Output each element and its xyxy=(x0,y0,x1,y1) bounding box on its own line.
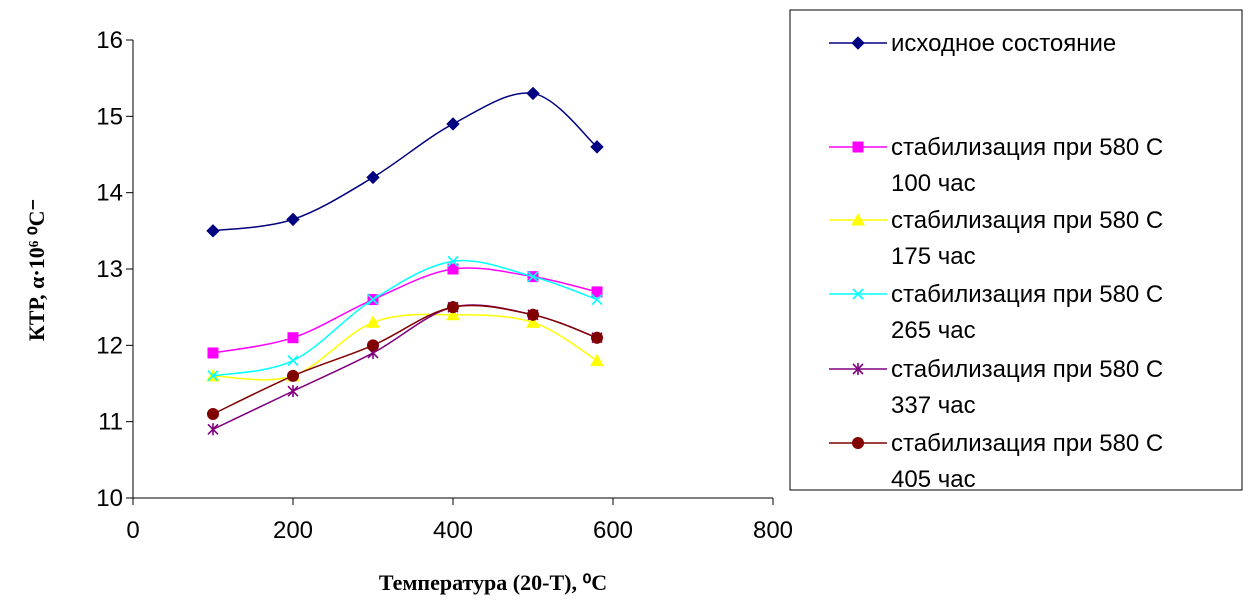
series-2 xyxy=(207,263,603,359)
point-marker xyxy=(367,339,379,352)
legend-label: 265 час xyxy=(891,317,976,344)
point-marker xyxy=(286,212,300,227)
point-marker xyxy=(590,353,604,367)
point-marker xyxy=(287,385,299,398)
point-marker xyxy=(446,307,460,321)
legend-label: стабилизация при 580 С xyxy=(891,356,1163,383)
point-marker xyxy=(207,423,219,436)
plot-area: 10 11 12 13 14 15 16 0 200 400 600 800 xyxy=(96,27,793,544)
x-tick-label: 200 xyxy=(273,517,313,544)
legend-box xyxy=(789,9,1243,491)
point-marker xyxy=(851,212,865,226)
point-marker xyxy=(287,369,299,382)
point-marker xyxy=(366,170,380,185)
point-marker xyxy=(852,437,864,449)
point-marker xyxy=(367,293,379,306)
point-marker xyxy=(366,315,380,328)
point-marker xyxy=(207,347,219,359)
x-tick-label: 800 xyxy=(753,517,793,544)
point-marker xyxy=(527,308,539,321)
legend-label: стабилизация при 580 С xyxy=(891,134,1163,161)
series-line xyxy=(212,313,598,381)
y-tick-label: 14 xyxy=(96,180,123,207)
y-tick-label: 12 xyxy=(96,332,123,359)
point-marker xyxy=(590,140,604,154)
point-marker xyxy=(446,117,460,131)
legend-label: стабилизация при 580 С xyxy=(891,207,1163,234)
point-marker xyxy=(447,255,459,267)
series-line xyxy=(212,92,598,232)
point-marker xyxy=(851,36,865,50)
y-axis-title: КТР, α·10⁶ ⁰С⁻ xyxy=(24,199,49,341)
point-marker xyxy=(852,288,864,300)
point-marker xyxy=(207,408,219,421)
legend-label: 100 час xyxy=(891,170,976,197)
series-line xyxy=(212,304,598,430)
legend-label: 405 час xyxy=(891,466,976,493)
x-tick-label: 0 xyxy=(126,517,139,544)
series-6 xyxy=(207,301,603,421)
point-marker xyxy=(591,331,603,344)
legend: исходное состояние стабилизация при 580 С… xyxy=(829,30,1163,493)
y-tick-label: 11 xyxy=(98,409,123,436)
point-marker xyxy=(287,355,299,367)
point-marker xyxy=(591,293,603,306)
y-tick-label: 15 xyxy=(96,103,123,130)
legend-label: исходное состояние xyxy=(891,30,1116,57)
point-marker xyxy=(526,86,540,101)
legend-entry-6: стабилизация при 580 С 405 час xyxy=(829,430,1163,493)
point-marker xyxy=(447,301,459,314)
series-1 xyxy=(206,86,604,238)
series-4 xyxy=(207,255,603,382)
y-tick-label: 10 xyxy=(96,485,123,512)
point-marker xyxy=(591,286,603,298)
point-marker xyxy=(287,332,299,344)
y-tick-label: 16 xyxy=(96,27,123,54)
point-marker xyxy=(852,363,864,375)
legend-entry-3: стабилизация при 580 С 175 час xyxy=(829,207,1163,270)
legend-label: 175 час xyxy=(891,243,976,270)
point-marker xyxy=(852,141,864,153)
legend-label: 337 час xyxy=(891,392,976,419)
x-tick-label: 400 xyxy=(433,517,473,544)
point-marker xyxy=(207,370,219,382)
point-marker xyxy=(527,271,539,283)
point-marker xyxy=(206,224,220,238)
point-marker xyxy=(447,263,459,275)
x-axis-title: Температура (20-Т), ⁰С xyxy=(379,570,607,595)
legend-entry-4: стабилизация при 580 С 265 час xyxy=(829,281,1163,344)
legend-entry-1: исходное состояние xyxy=(829,30,1116,57)
point-marker xyxy=(526,315,540,328)
series-line xyxy=(212,259,598,377)
y-tick-label: 13 xyxy=(96,256,123,283)
x-tick-label: 600 xyxy=(593,517,633,544)
legend-label: стабилизация при 580 С xyxy=(891,281,1163,308)
legend-entry-5: стабилизация при 580 С 337 час xyxy=(829,356,1163,419)
series-line xyxy=(212,304,598,415)
legend-entry-2: стабилизация при 580 С 100 час xyxy=(829,134,1163,197)
legend-label: стабилизация при 580 С xyxy=(891,430,1163,457)
